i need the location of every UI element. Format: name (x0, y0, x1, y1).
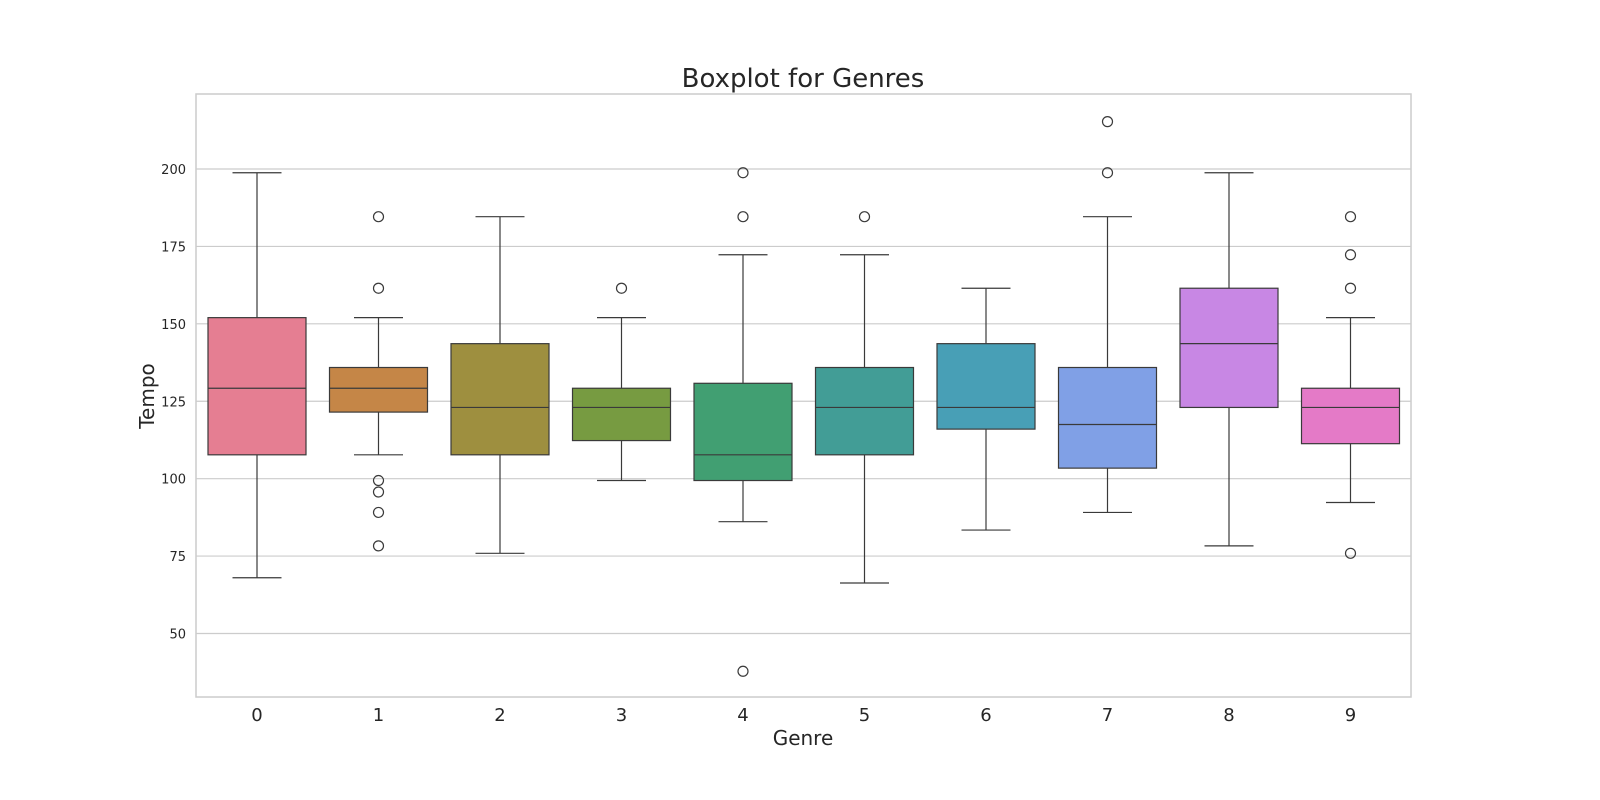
y-axis-label: Tempo (135, 363, 159, 430)
y-tick-label-200: 200 (161, 163, 186, 178)
x-tick-label-6: 6 (980, 705, 991, 726)
box-genre-6 (936, 287, 1036, 531)
outlier-point (1344, 547, 1357, 559)
y-tick-label-50: 50 (169, 628, 186, 643)
plot-frame (195, 93, 1412, 698)
box-genre-4 (693, 167, 793, 677)
box-genre-7 (1057, 116, 1158, 514)
outlier-point (1101, 116, 1114, 128)
box-genre-9 (1300, 211, 1401, 559)
box-genre-3 (571, 282, 672, 482)
outlier-point (1344, 282, 1357, 294)
y-tick-label-75: 75 (169, 550, 186, 565)
x-tick-label-7: 7 (1102, 705, 1113, 726)
outlier-point (372, 540, 385, 552)
y-axis-ticks: 50 75 100 125 150 175 200 (161, 163, 186, 643)
y-tick-label-175: 175 (161, 240, 186, 255)
iqr-box (936, 343, 1036, 430)
iqr-box (1300, 387, 1401, 445)
x-axis-label: Genre (773, 726, 834, 750)
x-tick-label-0: 0 (251, 705, 262, 726)
outlier-point (858, 211, 871, 223)
iqr-box (693, 382, 793, 482)
iqr-box (814, 366, 915, 456)
x-tick-label-2: 2 (494, 705, 505, 726)
x-tick-label-9: 9 (1345, 705, 1356, 726)
x-tick-label-3: 3 (616, 705, 627, 726)
iqr-box (207, 317, 307, 456)
x-tick-label-4: 4 (737, 705, 748, 726)
outlier-point (372, 486, 385, 498)
iqr-box (571, 387, 672, 442)
iqr-box (450, 343, 550, 456)
x-tick-label-1: 1 (373, 705, 384, 726)
y-tick-label-150: 150 (161, 318, 186, 333)
chart-title: Boxplot for Genres (682, 64, 925, 94)
outlier-point (737, 211, 749, 223)
y-tick-label-125: 125 (161, 395, 186, 410)
box-genre-2 (450, 216, 550, 554)
boxes (207, 116, 1401, 677)
x-tick-label-5: 5 (859, 705, 870, 726)
outlier-point (1344, 211, 1357, 223)
iqr-box (328, 366, 429, 413)
iqr-box (1057, 366, 1158, 469)
box-genre-1 (328, 211, 429, 552)
box-genre-8 (1179, 172, 1279, 547)
outlier-point (1344, 249, 1357, 261)
outlier-point (615, 282, 628, 294)
outlier-point (1101, 167, 1114, 179)
iqr-box (1179, 287, 1279, 409)
box-genre-0 (207, 172, 307, 579)
outlier-point (737, 665, 749, 677)
x-axis-ticks: 0 1 2 3 4 5 6 7 8 9 (251, 705, 1356, 726)
outlier-point (372, 282, 385, 294)
outlier-point (737, 167, 749, 179)
x-tick-label-8: 8 (1223, 705, 1234, 726)
outlier-point (372, 211, 385, 223)
y-tick-label-100: 100 (161, 473, 186, 488)
outlier-point (372, 506, 385, 519)
outlier-point (372, 474, 385, 487)
box-genre-5 (814, 211, 915, 584)
